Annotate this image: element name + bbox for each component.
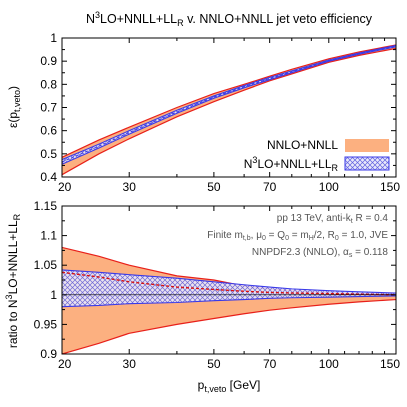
top-xtick-label: 30 <box>123 180 137 194</box>
top-ylabel-pre: ε(p <box>6 112 20 128</box>
x-axis-label: pt,veto [GeV] <box>198 378 261 394</box>
top-line-n3lo-central <box>62 45 396 163</box>
bottom-xtick-label: 30 <box>123 357 137 371</box>
bottom-ytick-label: 1.05 <box>34 258 58 272</box>
top-ticks: 0.4 0.5 0.6 0.7 0.8 0.9 1 20 30 50 70 100 150 <box>40 31 400 194</box>
legend-label-nnlo: NNLO+NNLL <box>267 138 338 152</box>
top-ytick-label: 0.6 <box>40 124 57 138</box>
annotations: pp 13 TeV, anti-kt R = 0.4 Finite mt,b, … <box>207 213 388 259</box>
ann1-post3: = m <box>289 230 309 241</box>
title-sup: 3 <box>95 10 100 20</box>
ann1-post4: /2, R <box>314 230 335 241</box>
title-sub: R <box>177 18 184 28</box>
top-panel: 0.4 0.5 0.6 0.7 0.8 0.9 1 20 30 50 70 100 150 ε(pt,v… <box>6 31 400 194</box>
ann2-pre: NNPDF2.3 (NNLO), α <box>252 247 349 258</box>
top-ytick-label: 0.9 <box>40 54 57 68</box>
bottom-xtick-label: 20 <box>58 357 72 371</box>
ann0-pre: pp 13 TeV, anti-k <box>277 213 352 224</box>
top-bands <box>62 44 396 176</box>
ann1-post: , μ <box>251 230 263 241</box>
top-ylabel-sub: t,veto <box>12 90 22 112</box>
title-pre: N <box>86 12 95 26</box>
bottom-ylabel-pre: ratio to N <box>6 299 20 348</box>
ann1-post5: = 1.0, JVE <box>339 230 389 241</box>
bottom-ticks: 0.9 0.95 1 1.05 1.1 1.15 20 30 50 70 100 150 <box>34 199 401 371</box>
bottom-ylabel-post: LO+NNLL+LL <box>6 220 20 294</box>
top-xtick-label: 100 <box>319 180 339 194</box>
top-xtick-label: 150 <box>380 180 400 194</box>
chart-title: N3LO+NNLL+LLR v. NNLO+NNLL jet veto effi… <box>86 10 373 28</box>
bottom-ytick-label: 0.9 <box>40 347 57 361</box>
ann1-sub4: H <box>309 235 314 242</box>
legend-n3lo-pre: N <box>244 157 253 171</box>
ann0-sub: t <box>351 218 353 225</box>
bottom-line-n3lo-lower <box>62 295 396 308</box>
top-xtick-label: 20 <box>58 180 72 194</box>
top-xtick-label: 70 <box>263 180 277 194</box>
annotation-scales: Finite mt,b, μ0 = Q0 = mH/2, R0 = 1.0, J… <box>207 230 388 242</box>
ann1-pre: Finite m <box>207 230 243 241</box>
xlabel-sub: t,veto <box>204 384 226 394</box>
bottom-ylabel-sub: R <box>12 213 22 220</box>
legend-n3lo-sub: R <box>332 163 339 173</box>
top-line-n3lo-upper <box>62 44 396 161</box>
top-line-nnlo-lower <box>62 47 396 176</box>
legend-n3lo-post: LO+NNLL+LL <box>257 157 331 171</box>
top-ytick-label: 0.8 <box>40 77 57 91</box>
top-ytick-label: 1 <box>50 31 57 45</box>
top-ytick-label: 0.7 <box>40 101 57 115</box>
xlabel-post: [GeV] <box>226 378 260 392</box>
bottom-ytick-label: 1 <box>50 288 57 302</box>
annotation-pdf: NNPDF2.3 (NNLO), αs = 0.118 <box>252 247 389 259</box>
top-line-nnlo-upper <box>62 44 396 158</box>
top-ylabel: ε(pt,veto) <box>6 86 22 128</box>
ann1-post2: = Q <box>266 230 285 241</box>
ann1-sub: t,b <box>243 235 251 242</box>
top-ytick-label: 0.5 <box>40 147 57 161</box>
top-xtick-label: 50 <box>207 180 221 194</box>
bottom-ylabel-sup: 3 <box>4 294 14 299</box>
legend-swatch-nnlo <box>345 139 389 152</box>
ann0-post: R = 0.4 <box>353 213 389 224</box>
legend-swatch-n3lo <box>344 156 390 171</box>
top-ylabel-post: ) <box>6 86 20 90</box>
bottom-xtick-label: 50 <box>207 357 221 371</box>
bottom-xtick-label: 70 <box>263 357 277 371</box>
bottom-ytick-label: 0.95 <box>34 317 58 331</box>
xlabel-pre: p <box>198 378 205 392</box>
legend-n3lo-sup: 3 <box>252 155 257 165</box>
ann2-post: = 0.118 <box>352 247 388 258</box>
bottom-xtick-label: 150 <box>380 357 400 371</box>
bottom-line-n3lo-upper <box>62 269 396 294</box>
bottom-line-nnlo-lower <box>62 298 396 354</box>
ann1-sub5: 0 <box>335 235 339 242</box>
title-tail: v. NNLO+NNLL jet veto efficiency <box>184 12 373 26</box>
annotation-collider: pp 13 TeV, anti-kt R = 0.4 <box>277 213 389 225</box>
legend: NNLO+NNLL N3LO+NNLL+LLR <box>244 138 390 173</box>
ann1-sub2: 0 <box>262 235 266 242</box>
bottom-ytick-label: 1.1 <box>40 229 57 243</box>
bottom-ylabel: ratio to N3LO+NNLL+LLR <box>4 213 22 348</box>
bottom-band-nnlo <box>62 247 396 354</box>
top-ytick-label: 0.4 <box>40 170 57 184</box>
bottom-xtick-label: 100 <box>319 357 339 371</box>
title-post: LO+NNLL+LL <box>100 12 177 26</box>
bottom-bands <box>62 246 396 354</box>
bottom-ytick-label: 1.15 <box>34 199 58 213</box>
bottom-band-n3lo <box>62 269 396 307</box>
ann1-sub3: 0 <box>285 235 289 242</box>
ann2-sub: s <box>349 252 353 259</box>
legend-label-n3lo: N3LO+NNLL+LLR <box>244 155 339 173</box>
top-band-nnlo <box>62 44 396 175</box>
bottom-line-nnlo-central <box>62 271 396 296</box>
